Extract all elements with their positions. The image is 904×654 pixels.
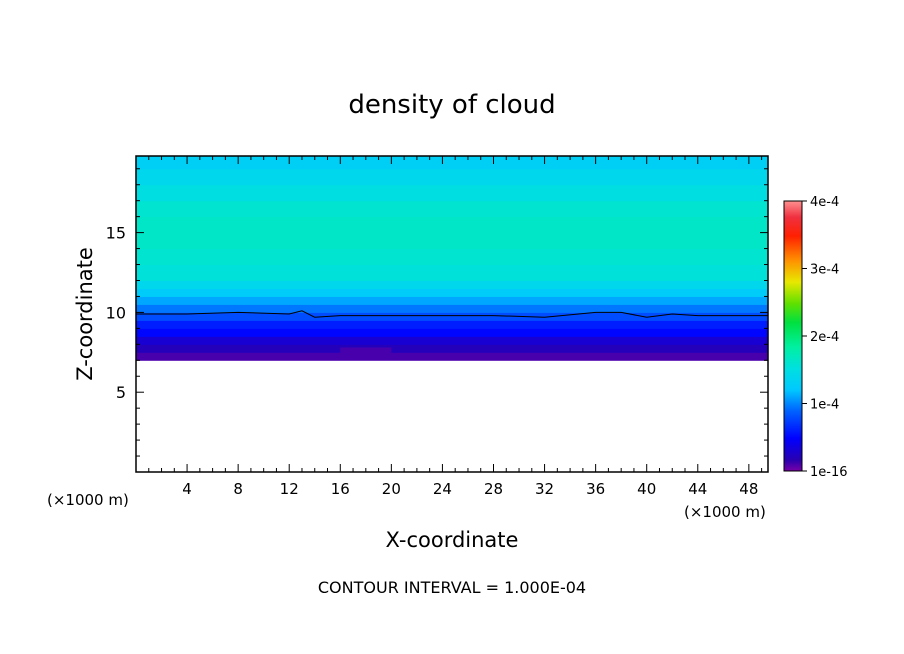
- density-band: [136, 336, 768, 345]
- colorbar-tick-label: 1e-4: [810, 398, 839, 413]
- density-band: [136, 184, 768, 202]
- x-unit-right: (×1000 m): [684, 503, 766, 521]
- density-band: [136, 352, 768, 361]
- density-band: [136, 312, 768, 321]
- y-tick-label: 15: [106, 224, 126, 243]
- x-tick-label: 4: [182, 480, 192, 498]
- x-tick-label: 48: [739, 480, 758, 498]
- x-unit-left: (×1000 m): [47, 491, 129, 509]
- cloud-base-edge: [340, 347, 392, 358]
- density-band: [136, 304, 768, 313]
- density-band: [136, 328, 768, 337]
- colorbar: [783, 200, 803, 472]
- x-tick-label: 28: [484, 480, 503, 498]
- y-tick-label: 10: [106, 303, 126, 322]
- density-band: [136, 200, 768, 218]
- plot-frame: [135, 155, 769, 473]
- density-band: [136, 280, 768, 289]
- x-axis-ticks: 4 8 12 16 20 24 28 32 36 40 44 48: [148, 156, 763, 498]
- colorbar-tick-label: 2e-4: [810, 330, 839, 345]
- colorbar-tick-label: 1e-16: [810, 465, 848, 480]
- y-axis-ticks: 5 10 15: [106, 168, 768, 457]
- density-band: [136, 248, 768, 266]
- x-tick-label: 44: [688, 480, 707, 498]
- x-tick-label: 36: [586, 480, 605, 498]
- x-tick-label: 40: [637, 480, 656, 498]
- contour-line: [136, 310, 768, 318]
- x-tick-label: 16: [331, 480, 350, 498]
- contour-interval-note: CONTOUR INTERVAL = 1.000E-04: [318, 578, 586, 597]
- density-field: [136, 156, 768, 361]
- y-axis-label: Z-coordinate: [73, 247, 97, 381]
- density-band: [136, 320, 768, 329]
- density-band: [136, 232, 768, 250]
- colorbar-ticks: 1e-16 1e-4 2e-4 3e-4 4e-4: [802, 195, 848, 480]
- x-tick-label: 20: [382, 480, 401, 498]
- colorbar-tick-label: 4e-4: [810, 195, 839, 210]
- y-tick-label: 5: [116, 383, 126, 402]
- x-tick-label: 32: [535, 480, 554, 498]
- density-band: [136, 168, 768, 186]
- density-band: [136, 288, 768, 297]
- x-tick-label: 8: [233, 480, 243, 498]
- density-band: [136, 296, 768, 305]
- x-axis-label: X-coordinate: [386, 528, 519, 552]
- density-band: [136, 344, 768, 353]
- density-band: [136, 216, 768, 234]
- x-tick-label: 12: [280, 480, 299, 498]
- density-band: [136, 156, 768, 170]
- density-band: [136, 264, 768, 281]
- chart-title: density of cloud: [348, 90, 555, 120]
- colorbar-tick-label: 3e-4: [810, 263, 839, 278]
- cloud-base-bump: [340, 347, 392, 358]
- x-tick-label: 24: [433, 480, 452, 498]
